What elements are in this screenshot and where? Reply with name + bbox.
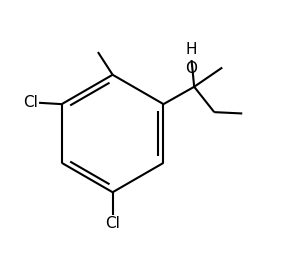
Text: Cl: Cl (105, 216, 120, 231)
Text: H: H (186, 42, 197, 57)
Text: Cl: Cl (23, 95, 38, 110)
Text: O: O (185, 61, 197, 76)
